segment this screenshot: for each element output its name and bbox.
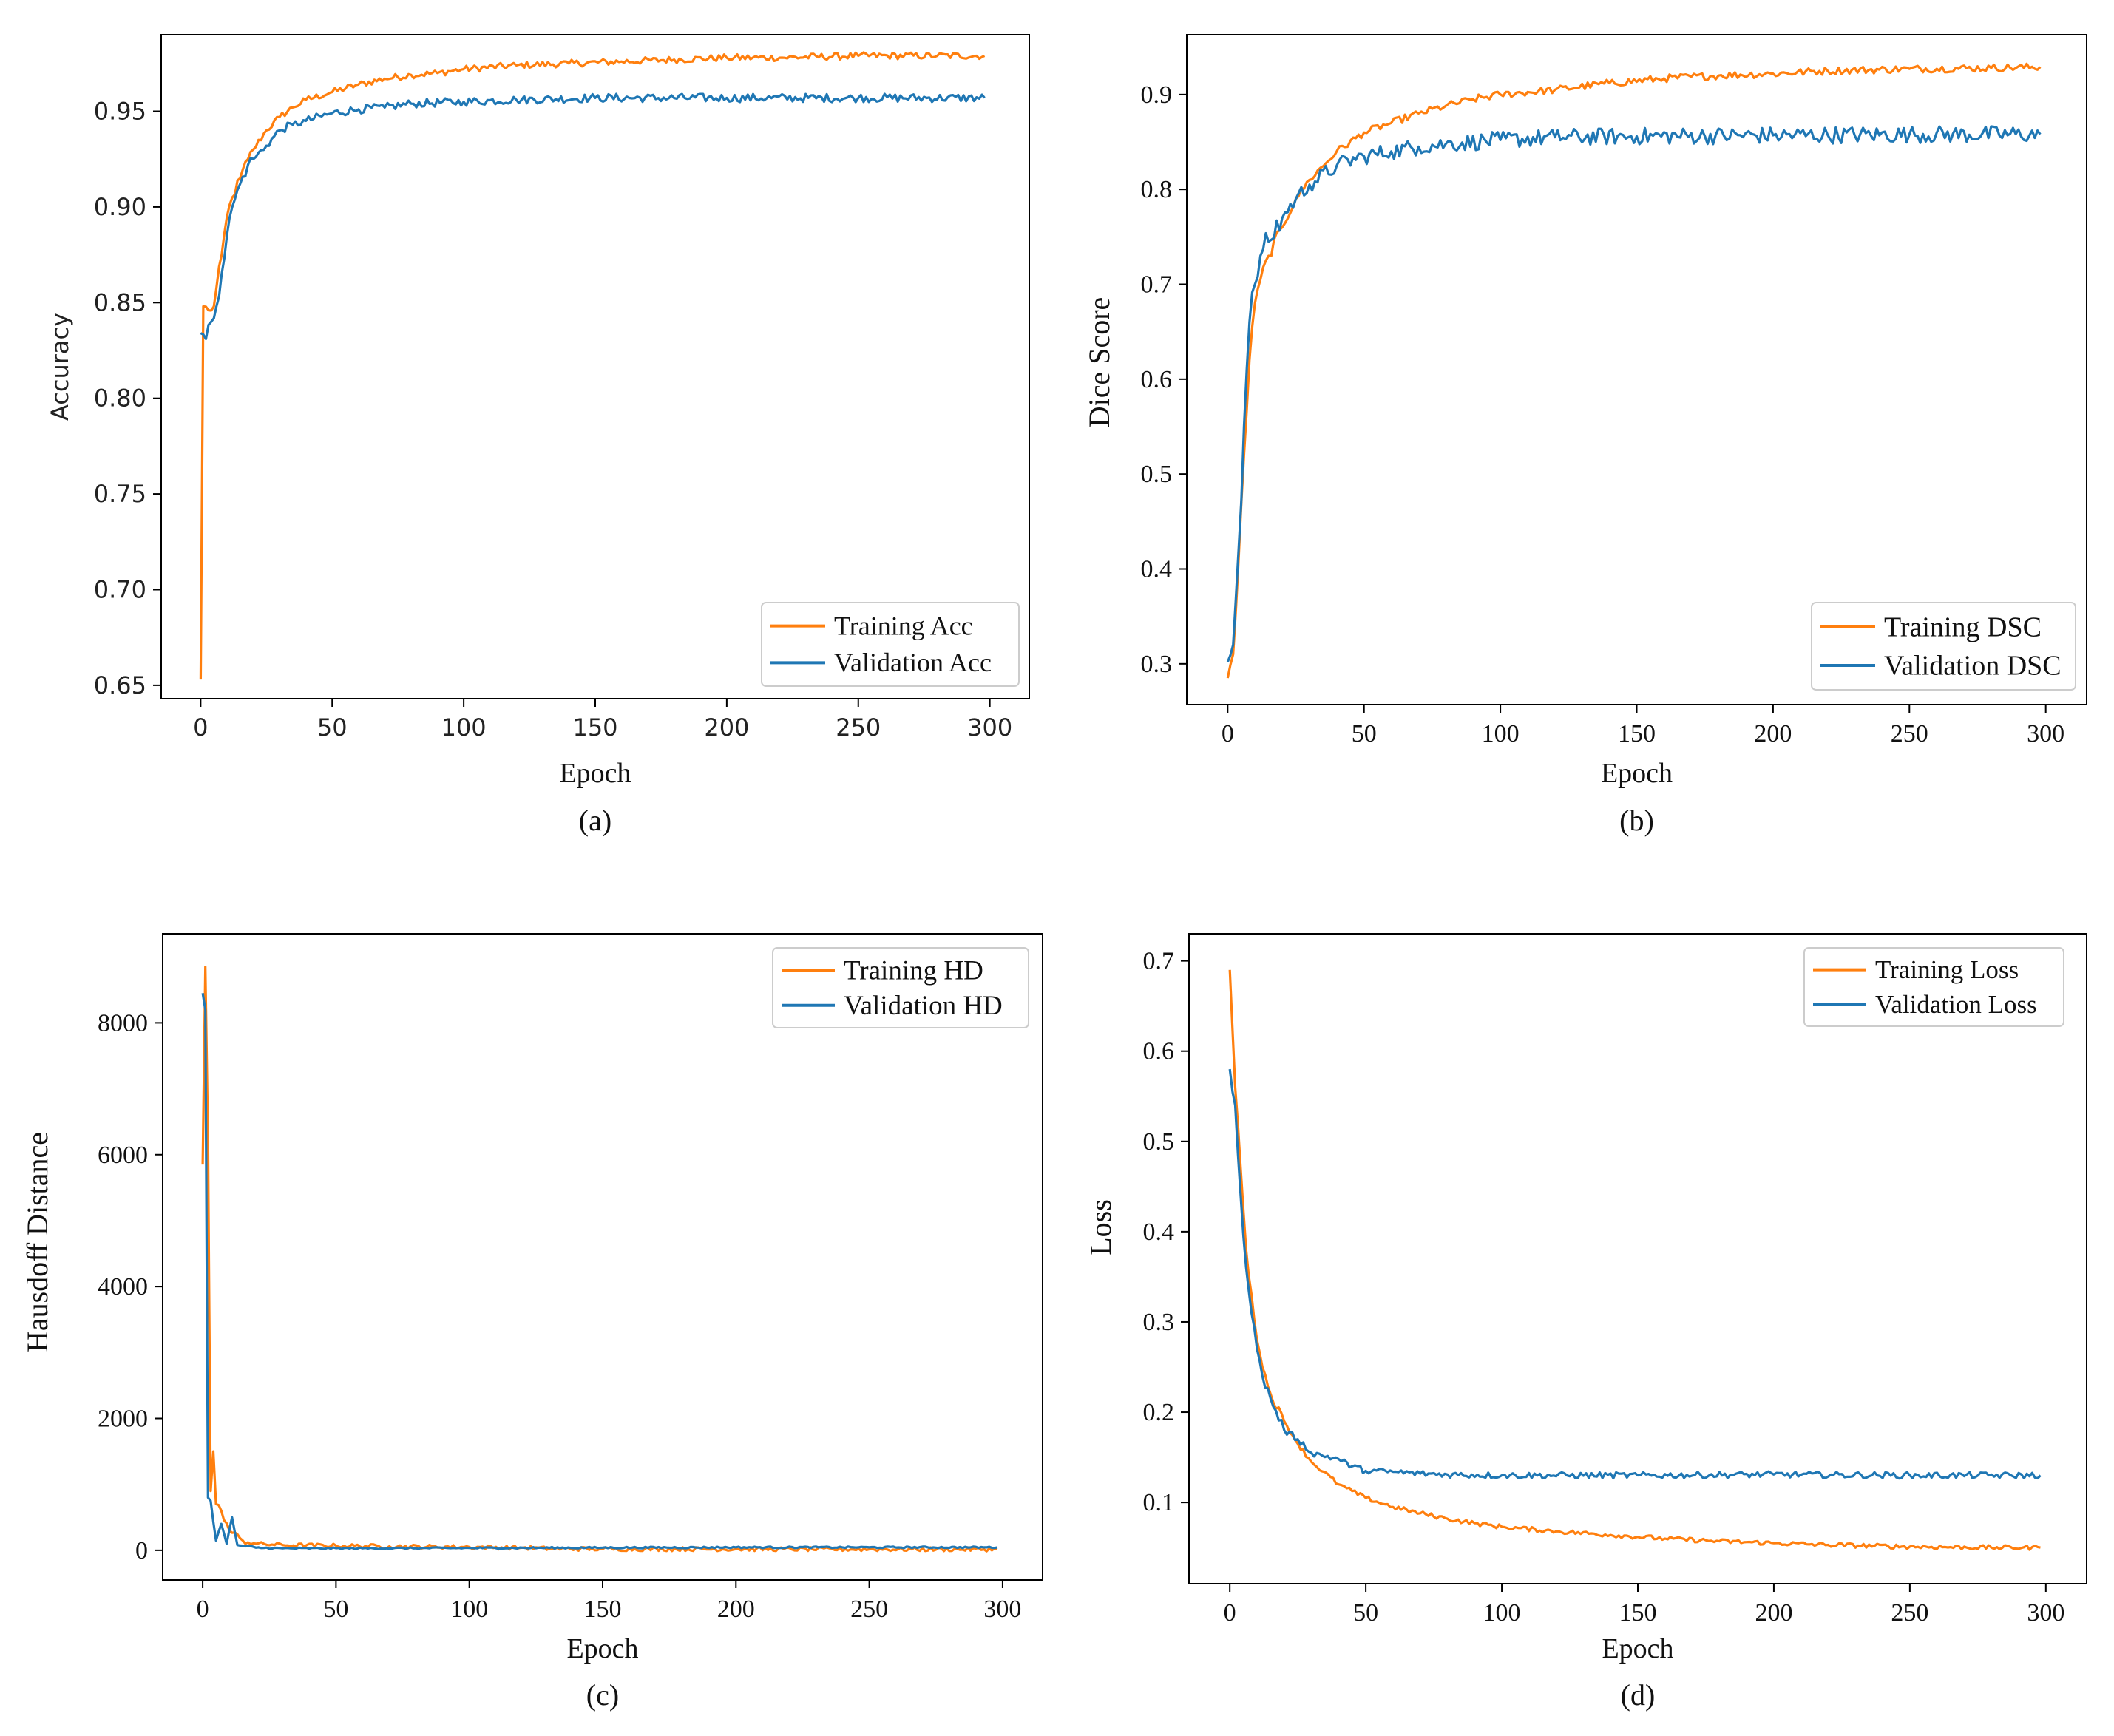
x-axis-label: Epoch <box>1601 758 1673 789</box>
y-tick-label: 0.5 <box>1143 1128 1175 1156</box>
y-tick-label: 8000 <box>98 1009 148 1037</box>
legend-box <box>761 602 1020 687</box>
x-axis-label: Epoch <box>566 1633 638 1664</box>
y-tick-label: 0.4 <box>1143 1218 1175 1246</box>
x-tick-label: 0 <box>193 713 208 742</box>
x-tick-label: 250 <box>1891 720 1928 747</box>
x-tick-label: 100 <box>1482 720 1520 747</box>
y-tick-label: 6000 <box>98 1142 148 1169</box>
x-tick-label: 300 <box>983 1596 1021 1623</box>
x-tick-label: 150 <box>584 1596 622 1623</box>
x-tick-label: 100 <box>1483 1599 1521 1627</box>
series-line-validation-a <box>200 92 986 341</box>
y-tick-label: 0.1 <box>1143 1489 1175 1516</box>
series-line-training-b <box>1226 62 2042 679</box>
x-tick-label: 50 <box>317 713 348 742</box>
series-line-validation-c <box>201 993 998 1550</box>
panel-label: (d) <box>1621 1678 1656 1712</box>
y-tick-label: 0.80 <box>94 384 146 413</box>
series-line-training-a <box>199 51 986 680</box>
chart-panel-a: 0 50 100 150 200 250 300 0.65 0.70 0.75 0.80 0.85 0.… <box>46 34 1030 837</box>
panel-label: (b) <box>1619 804 1654 837</box>
y-tick-label: 0.3 <box>1141 651 1173 678</box>
x-tick-label: 100 <box>441 713 487 742</box>
legend: Training HD Validation HD <box>772 947 1029 1028</box>
x-tick-label: 0 <box>197 1596 209 1623</box>
legend-label-validation: Validation HD <box>844 991 1003 1021</box>
y-tick-label: 0.2 <box>1143 1399 1175 1426</box>
x-tick-label: 200 <box>1755 1599 1792 1627</box>
series-line-validation-b <box>1226 125 2042 662</box>
y-tick-label: 0.85 <box>94 288 146 316</box>
x-tick-label: 300 <box>2027 1599 2064 1627</box>
y-tick-label: 0.75 <box>94 480 146 508</box>
y-tick-label: 4000 <box>98 1273 148 1301</box>
legend-box <box>772 947 1029 1028</box>
legend-label-validation: Validation Acc <box>834 648 992 677</box>
x-tick-label: 50 <box>323 1596 348 1623</box>
legend: Training Loss Validation Loss <box>1803 947 2064 1027</box>
x-axis-label: Epoch <box>559 758 631 789</box>
x-tick-label: 200 <box>1754 720 1792 747</box>
y-axis-label: Loss <box>1084 1199 1117 1255</box>
x-tick-label: 50 <box>1352 720 1377 747</box>
series-line-validation-d <box>1228 1068 2042 1480</box>
chart-panel-c: 0 50 100 150 200 250 300 0 2000 4000 6000 8000 Epoch… <box>21 933 1043 1712</box>
y-tick-label: 0.7 <box>1141 271 1173 299</box>
y-tick-label: 0.5 <box>1141 461 1173 488</box>
x-tick-label: 50 <box>1353 1599 1378 1627</box>
y-tick-label: 0.90 <box>94 193 146 221</box>
x-tick-label: 150 <box>1618 720 1656 747</box>
series-line-training-d <box>1228 969 2041 1551</box>
legend-box <box>1811 602 2076 691</box>
panel-label: (a) <box>579 804 611 837</box>
chart-panel-d: 0 50 100 150 200 250 300 0.1 0.2 0.3 0.4 0.5 0.6 0.7 E… <box>1084 933 2087 1712</box>
y-tick-label: 2000 <box>98 1406 148 1433</box>
y-tick-label: 0.6 <box>1143 1038 1175 1065</box>
legend-label-validation: Validation Loss <box>1875 990 2037 1019</box>
x-tick-label: 150 <box>572 713 617 742</box>
y-axis-label: Hausdoff Distance <box>21 1132 54 1352</box>
legend-box <box>1803 947 2064 1027</box>
x-tick-label: 100 <box>450 1596 488 1623</box>
y-tick-label: 0 <box>135 1537 148 1564</box>
x-tick-label: 300 <box>2027 720 2064 747</box>
legend-label-validation: Validation DSC <box>1884 651 2062 682</box>
chart-panel-b: 0 50 100 150 200 250 300 0.3 0.4 0.5 0.6 0.7 0.8 0.9 E… <box>1083 34 2087 837</box>
y-axis-label: Accuracy <box>46 313 74 421</box>
x-tick-label: 300 <box>967 713 1012 742</box>
x-tick-label: 0 <box>1224 1599 1236 1627</box>
y-tick-label: 0.6 <box>1141 366 1173 393</box>
x-tick-label: 250 <box>836 713 881 742</box>
legend-label-training: Training HD <box>844 955 983 986</box>
x-tick-label: 200 <box>717 1596 755 1623</box>
x-tick-label: 250 <box>850 1596 888 1623</box>
y-tick-label: 0.7 <box>1143 948 1175 975</box>
legend-label-training: Training DSC <box>1884 612 2042 643</box>
y-tick-label: 0.65 <box>94 671 146 699</box>
x-tick-label: 150 <box>1619 1599 1657 1627</box>
panel-label: (c) <box>586 1678 619 1712</box>
x-tick-label: 0 <box>1222 720 1234 747</box>
y-tick-label: 0.3 <box>1143 1309 1175 1336</box>
x-tick-label: 200 <box>704 713 749 742</box>
y-tick-label: 0.9 <box>1141 81 1173 109</box>
y-tick-label: 0.8 <box>1141 176 1173 203</box>
y-tick-label: 0.70 <box>94 575 146 603</box>
legend-label-training: Training Acc <box>834 611 973 641</box>
x-tick-label: 250 <box>1891 1599 1928 1627</box>
y-tick-label: 0.95 <box>94 98 146 126</box>
y-tick-label: 0.4 <box>1141 555 1173 583</box>
legend: Training DSC Validation DSC <box>1811 602 2076 691</box>
y-axis-label: Dice Score <box>1083 297 1116 428</box>
legend: Training Acc Validation Acc <box>761 602 1020 687</box>
legend-label-training: Training Loss <box>1875 955 2019 984</box>
x-axis-label: Epoch <box>1602 1633 1673 1664</box>
